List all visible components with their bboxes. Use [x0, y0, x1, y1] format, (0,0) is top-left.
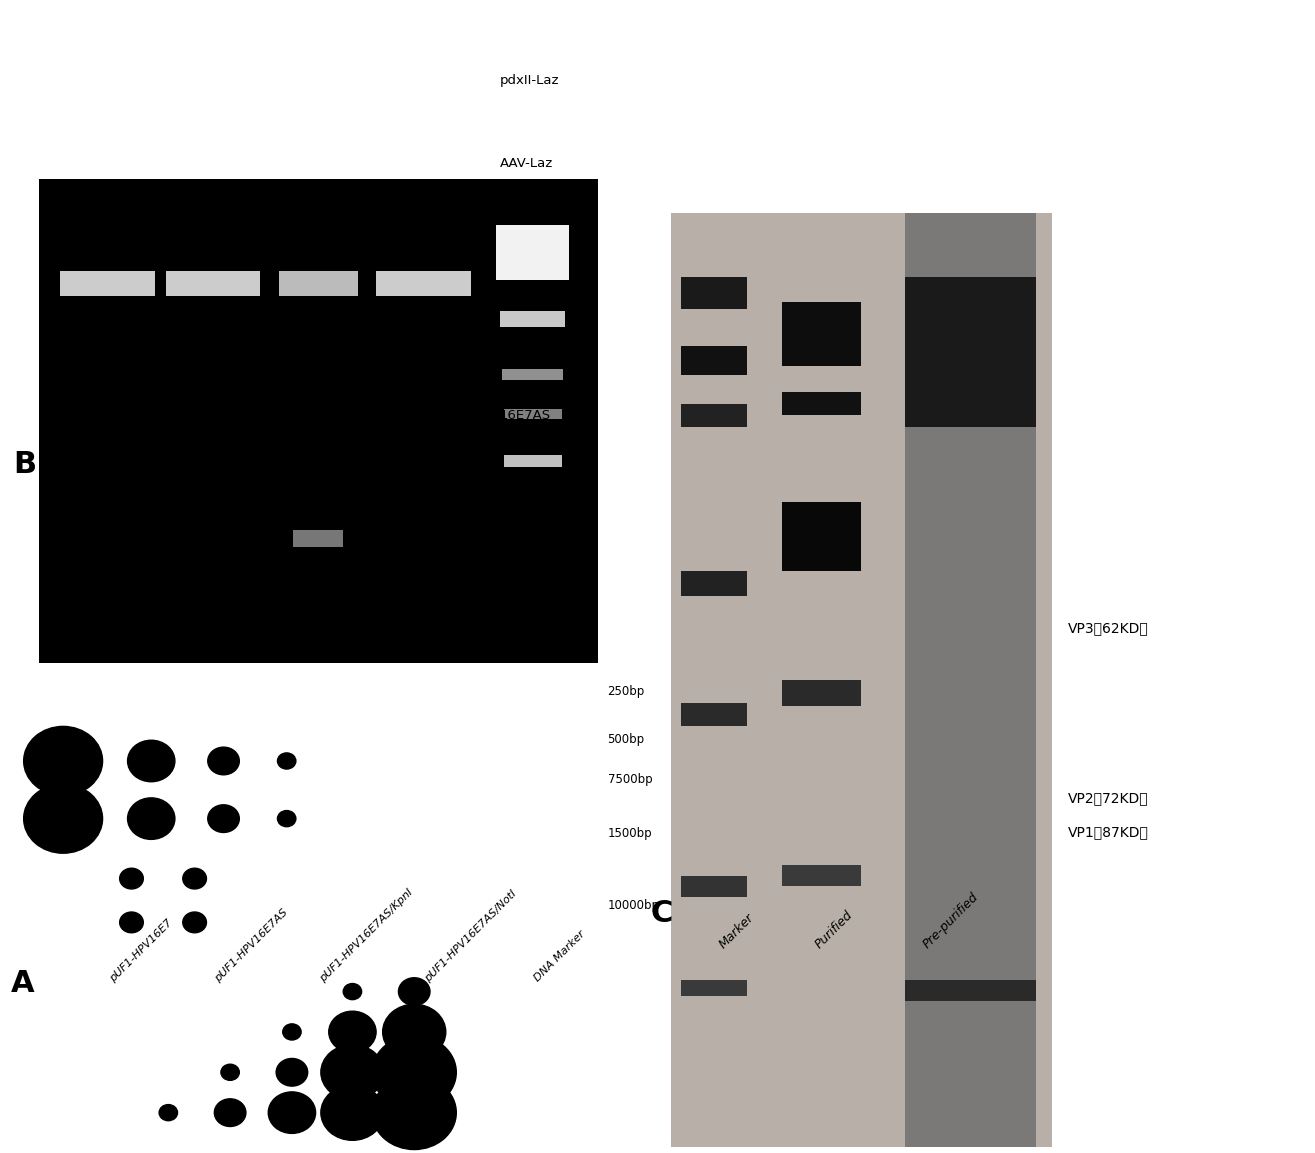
FancyBboxPatch shape: [782, 502, 861, 571]
Circle shape: [208, 805, 239, 832]
Circle shape: [372, 1076, 456, 1150]
FancyBboxPatch shape: [166, 271, 260, 296]
Text: Marker: Marker: [717, 911, 756, 951]
Circle shape: [183, 912, 206, 933]
Text: C: C: [651, 899, 673, 928]
Circle shape: [24, 784, 103, 853]
Text: pUF1-HPV16E7AS/NotI: pUF1-HPV16E7AS/NotI: [423, 888, 519, 984]
Text: VP2（72KD）: VP2（72KD）: [1068, 791, 1148, 805]
Circle shape: [120, 868, 143, 889]
Circle shape: [128, 798, 175, 839]
Circle shape: [120, 912, 143, 933]
Text: 500bp: 500bp: [608, 732, 644, 746]
Text: Pre-purified: Pre-purified: [920, 890, 981, 951]
Circle shape: [329, 1011, 376, 1053]
Circle shape: [343, 984, 362, 1000]
Circle shape: [398, 978, 430, 1005]
Text: VP3（62KD）: VP3（62KD）: [1068, 621, 1148, 635]
Circle shape: [321, 1045, 384, 1100]
Text: AAV-Laz: AAV-Laz: [500, 157, 552, 171]
FancyBboxPatch shape: [39, 179, 598, 663]
FancyBboxPatch shape: [681, 277, 747, 309]
FancyBboxPatch shape: [905, 277, 1036, 427]
FancyBboxPatch shape: [782, 392, 861, 415]
Circle shape: [321, 1085, 384, 1140]
FancyBboxPatch shape: [376, 271, 471, 296]
FancyBboxPatch shape: [500, 311, 565, 327]
Text: DNA Marker: DNA Marker: [533, 929, 588, 984]
FancyBboxPatch shape: [681, 571, 747, 596]
Text: pUF1-HPV16E7AS: pUF1-HPV16E7AS: [213, 906, 289, 984]
FancyBboxPatch shape: [60, 271, 155, 296]
Circle shape: [283, 1024, 301, 1040]
Text: pUF1-HPV16E7AS/KpnI: pUF1-HPV16E7AS/KpnI: [318, 887, 416, 984]
FancyBboxPatch shape: [905, 980, 1036, 1001]
FancyBboxPatch shape: [681, 404, 747, 427]
Circle shape: [208, 747, 239, 775]
FancyBboxPatch shape: [681, 346, 747, 375]
Text: B: B: [13, 450, 37, 478]
Circle shape: [128, 740, 175, 782]
FancyBboxPatch shape: [293, 530, 343, 547]
Circle shape: [277, 753, 296, 769]
FancyBboxPatch shape: [671, 213, 1052, 1147]
Circle shape: [372, 1035, 456, 1109]
Circle shape: [277, 811, 296, 827]
FancyBboxPatch shape: [782, 302, 861, 366]
Circle shape: [268, 1092, 316, 1133]
Text: pdxII-Laz: pdxII-Laz: [500, 74, 559, 88]
FancyBboxPatch shape: [905, 213, 1036, 1147]
FancyBboxPatch shape: [782, 865, 861, 886]
Circle shape: [276, 1058, 308, 1086]
Circle shape: [183, 868, 206, 889]
Text: pUF1-HPV16E7: pUF1-HPV16E7: [108, 917, 174, 984]
FancyBboxPatch shape: [502, 369, 563, 380]
Text: VP1（87KD）: VP1（87KD）: [1068, 826, 1149, 839]
Circle shape: [383, 1004, 446, 1060]
Circle shape: [159, 1105, 178, 1121]
Text: 250bp: 250bp: [608, 685, 644, 699]
FancyBboxPatch shape: [681, 876, 747, 897]
FancyBboxPatch shape: [782, 680, 861, 706]
FancyBboxPatch shape: [681, 980, 747, 996]
Text: 1500bp: 1500bp: [608, 827, 652, 841]
Text: pdxII-HPV
16E7AS: pdxII-HPV 16E7AS: [500, 394, 564, 422]
FancyBboxPatch shape: [504, 455, 562, 467]
Circle shape: [221, 1064, 239, 1080]
Text: AAV-HPV
16E7AS: AAV-HPV 16E7AS: [500, 279, 558, 307]
Circle shape: [214, 1099, 246, 1126]
Text: 7500bp: 7500bp: [608, 773, 652, 786]
FancyBboxPatch shape: [279, 271, 358, 296]
FancyBboxPatch shape: [497, 225, 568, 280]
Text: 10000bp: 10000bp: [608, 898, 660, 912]
Text: A: A: [11, 969, 34, 997]
FancyBboxPatch shape: [504, 409, 562, 419]
Circle shape: [24, 726, 103, 796]
Text: Purified: Purified: [813, 909, 856, 951]
FancyBboxPatch shape: [681, 703, 747, 726]
